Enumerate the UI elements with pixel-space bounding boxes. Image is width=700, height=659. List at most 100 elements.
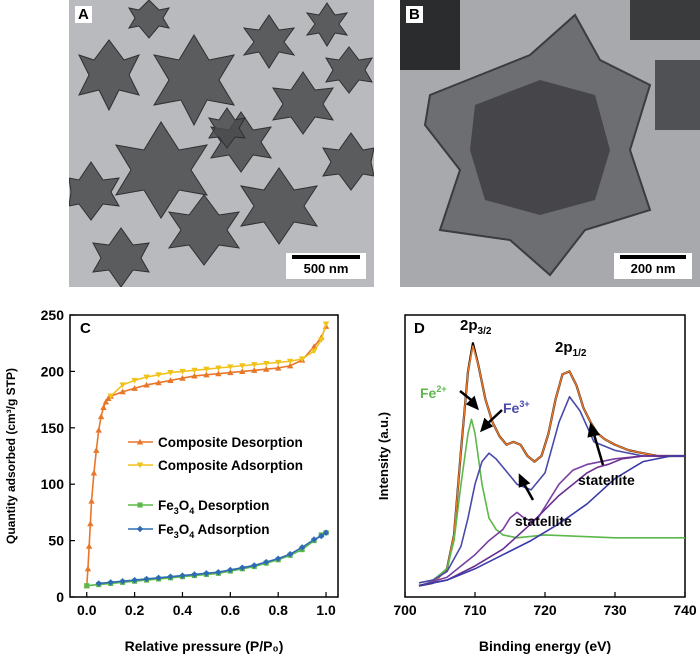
satellite-arrow-2 [591,430,605,466]
isotherm-data-point [131,385,138,391]
panel-letter-d: D [414,320,425,337]
isotherm-data-point [322,321,330,328]
isotherm-data-point [102,398,110,405]
isotherm-data-point [143,575,150,583]
isotherm-x-tick-label: 0.4 [173,602,193,618]
isotherm-data-point [251,362,258,368]
isotherm-data-point [274,359,282,366]
fe2-label-base: Fe [420,385,437,401]
panel-letter-b: B [406,6,423,23]
isotherm-y-tick-label: 50 [48,533,64,549]
tem-image-b-drawing [400,0,700,287]
isotherm-data-point [191,372,198,379]
tem-image-a-drawing [69,0,374,287]
satellite-arrow-1-head [518,473,531,488]
isotherm-data-point [95,426,102,433]
isotherm-x-tick-label: 1.0 [316,602,336,618]
isotherm-x-tick-label: 0.8 [268,602,288,618]
isotherm-data-point [179,374,186,381]
isotherm-data-point [95,580,102,587]
fe3-label-sup: 3+ [519,399,529,409]
satellite-label-2: statellite [578,472,635,488]
fe3-arrow-head [480,417,494,433]
isotherm-y-tick-label: 100 [41,476,65,492]
scale-bar-a: 500 nm [286,253,366,279]
scale-bar-b: 200 nm [614,253,692,279]
isotherm-data-point [97,413,105,420]
xps-series-line [418,455,685,587]
xps-x-label: Binding energy (eV) [479,638,611,654]
isotherm-data-point [227,566,234,574]
isotherm-data-point [85,543,93,549]
tem-image-a: A 500 nm [69,0,374,287]
isotherm-data-point [84,583,90,589]
isotherm-data-point [263,360,270,367]
panel-letter-c: C [80,320,91,337]
isotherm-data-point [100,404,107,411]
isotherm-data-point [167,377,174,383]
isotherm-y-tick-label: 0 [56,589,64,605]
isotherm-data-point [251,562,258,569]
xps-x-tick-label: 700 [393,602,417,618]
isotherm-data-point [318,337,325,344]
xps-x-tick-label: 720 [533,602,557,618]
isotherm-data-point [203,366,210,373]
xps-series-line [418,395,685,584]
isotherm-x-label: Relative pressure (P/P₀) [125,638,284,654]
isotherm-data-point [239,368,246,374]
isotherm-series-line [110,323,327,397]
isotherm-y-tick-label: 150 [41,420,65,436]
xps-y-label: Intensity (a.u.) [376,412,391,500]
isotherm-data-point [87,520,94,527]
xps-x-tick-label: 710 [463,602,487,618]
xps-series-line [418,418,685,584]
isotherm-x-tick-label: 0.2 [125,602,145,618]
isotherm-data-point [143,374,150,381]
isotherm-series-line [98,532,327,585]
legend-label: Composite Desorption [158,435,303,450]
fe2-label-sup: 2+ [436,384,446,394]
peak-label-2p12-sub: 1/2 [573,348,587,359]
isotherm-data-point [203,371,210,378]
isotherm-data-point [318,532,325,540]
isotherm-plot-frame [69,314,339,598]
isotherm-data-point [90,469,98,476]
isotherm-series-line [85,325,327,586]
xps-chart: 700 710 720 730 740 D 2p3/2 2p1/2 Fe2+ Fe3+ … [376,314,697,654]
isotherm-data-point [215,370,222,377]
isotherm-data-point [298,356,306,363]
isotherm-data-point [263,558,270,566]
isotherm-data-point [286,362,294,369]
isotherm-data-point [239,363,246,369]
isotherm-data-point [84,565,92,572]
isotherm-data-point [119,578,126,585]
legend-swatch-marker [136,462,144,469]
legend-swatch-marker [136,525,144,533]
isotherm-data-point [251,367,258,373]
legend-label: Fe3O4 Adsorption [158,522,270,540]
legend-swatch-marker [136,438,144,445]
isotherm-y-tick-label: 200 [41,363,65,379]
isotherm-x-tick-label: 0.6 [221,602,241,618]
legend-label: Fe3O4 Desorption [158,498,269,516]
isotherm-data-point [88,497,95,504]
xps-series-line [418,455,685,587]
isotherm-data-point [179,572,186,579]
isotherm-data-point [215,365,222,372]
isotherm-data-point [131,377,138,384]
peak-label-2p12-base: 2p [555,339,573,356]
satellite-label-1: statellite [515,513,572,529]
tem-image-b: B 200 nm [400,0,700,287]
isotherm-data-point [203,570,210,577]
isotherm-data-point [191,367,198,374]
xps-series-line [418,345,685,587]
isotherm-data-point [119,382,126,389]
legend-label: Composite Adsorption [158,458,303,473]
peak-label-2p32: 2p3/2 [460,317,492,337]
isotherm-x-tick-label: 0.0 [77,602,97,618]
isotherm-data-point [155,372,162,378]
isotherm-data-point [179,368,186,375]
peak-label-2p32-base: 2p [460,317,478,334]
fe2-label: Fe2+ [420,384,447,401]
isotherm-series-line [86,531,327,587]
